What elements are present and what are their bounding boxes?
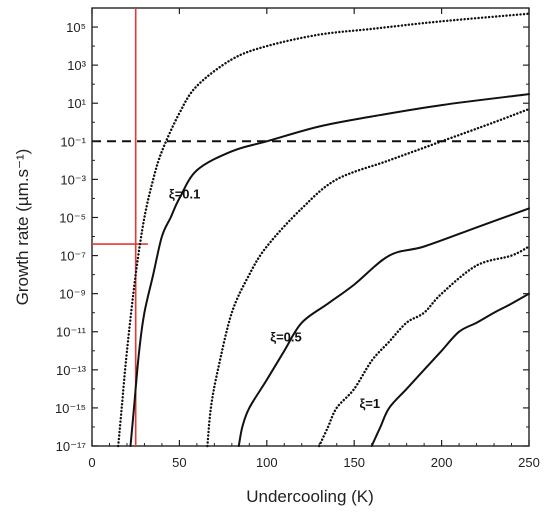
y-axis-title: Growth rate (µm.s⁻¹) xyxy=(13,149,32,306)
y-tick-label--1: 10⁻¹ xyxy=(60,134,86,149)
series-lines xyxy=(117,12,531,448)
series-line-5 xyxy=(318,245,531,448)
series-line-1 xyxy=(117,12,531,448)
series-line-2 xyxy=(129,93,530,447)
x-axis-title: Undercooling (K) xyxy=(246,487,374,506)
series-line-4 xyxy=(237,207,530,447)
series-line-3 xyxy=(206,107,531,448)
y-tick-label--13: 10⁻¹³ xyxy=(56,363,87,378)
y-tick-label-3: 10³ xyxy=(67,58,86,73)
curve-label-3: ξ=1 xyxy=(359,396,380,411)
y-tick-label--11: 10⁻¹¹ xyxy=(56,325,87,340)
y-tick-label--3: 10⁻³ xyxy=(60,172,86,187)
curve-label-2: ξ=0.5 xyxy=(270,330,301,345)
series-line-6 xyxy=(370,292,530,447)
y-tick-label--9: 10⁻⁹ xyxy=(59,287,86,302)
y-tick-label-1: 10¹ xyxy=(67,96,86,111)
x-tick-label-0: 0 xyxy=(88,455,95,470)
x-tick-label-250: 250 xyxy=(518,455,540,470)
x-tick-label-100: 100 xyxy=(256,455,278,470)
axis-ticks xyxy=(91,8,530,447)
x-tick-label-150: 150 xyxy=(343,455,365,470)
y-tick-label-5: 10⁵ xyxy=(66,20,86,35)
y-tick-label--17: 10⁻¹⁷ xyxy=(56,439,87,454)
tick-labels: 0 50 100 150 200 250 10⁵ 10³ 10¹ 10⁻¹ 10⁻³ 10⁻⁵ 10⁻⁷… xyxy=(55,20,540,470)
y-tick-label--15: 10⁻¹⁵ xyxy=(55,401,86,416)
x-tick-label-200: 200 xyxy=(431,455,453,470)
plot-frame xyxy=(91,7,530,447)
curve-labels: ξ=0.1 ξ=0.5 ξ=1 xyxy=(169,186,380,410)
y-tick-label--7: 10⁻⁷ xyxy=(60,249,86,264)
reference-lines xyxy=(92,8,529,446)
curve-label-1: ξ=0.1 xyxy=(169,186,200,201)
x-tick-label-50: 50 xyxy=(172,455,186,470)
y-tick-label--5: 10⁻⁵ xyxy=(59,210,86,225)
